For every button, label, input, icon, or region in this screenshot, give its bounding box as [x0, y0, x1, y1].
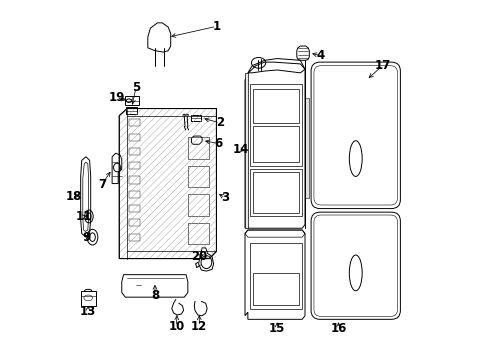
Text: 19: 19	[108, 91, 124, 104]
Bar	[188, 166, 209, 187]
Text: 8: 8	[151, 288, 159, 302]
Text: 2: 2	[216, 116, 224, 129]
Bar	[250, 84, 302, 166]
Bar	[126, 108, 137, 114]
Text: 9: 9	[82, 231, 90, 244]
Text: 11: 11	[76, 210, 93, 223]
Text: 20: 20	[191, 250, 207, 263]
Bar	[253, 273, 299, 305]
Text: 7: 7	[98, 178, 106, 191]
Bar	[129, 234, 140, 241]
Text: 13: 13	[80, 305, 96, 318]
Bar	[129, 134, 140, 141]
Bar	[253, 172, 299, 213]
Bar	[250, 243, 302, 309]
Bar	[81, 292, 96, 306]
Bar	[188, 194, 209, 216]
Text: 17: 17	[374, 59, 391, 72]
Bar	[250, 169, 302, 216]
Bar	[129, 176, 140, 184]
Bar	[124, 96, 139, 105]
Bar	[188, 223, 209, 244]
Bar	[129, 119, 140, 126]
Text: 1: 1	[212, 20, 220, 33]
Text: 12: 12	[191, 320, 207, 333]
Text: 4: 4	[317, 49, 325, 62]
Bar	[253, 89, 299, 123]
Text: 16: 16	[330, 322, 347, 335]
Bar	[305, 98, 309, 198]
Bar	[129, 205, 140, 212]
Bar	[129, 162, 140, 169]
Text: 3: 3	[221, 192, 229, 204]
Bar	[129, 191, 140, 198]
Bar	[129, 148, 140, 155]
Text: 18: 18	[66, 190, 82, 203]
Bar	[253, 126, 299, 162]
Polygon shape	[245, 73, 248, 228]
Text: 10: 10	[168, 320, 185, 333]
Text: 6: 6	[214, 137, 222, 150]
Text: 15: 15	[269, 322, 285, 335]
Text: 14: 14	[233, 143, 249, 156]
Bar	[191, 114, 201, 121]
Text: 5: 5	[132, 81, 140, 94]
Bar	[188, 137, 209, 158]
Bar	[129, 219, 140, 226]
